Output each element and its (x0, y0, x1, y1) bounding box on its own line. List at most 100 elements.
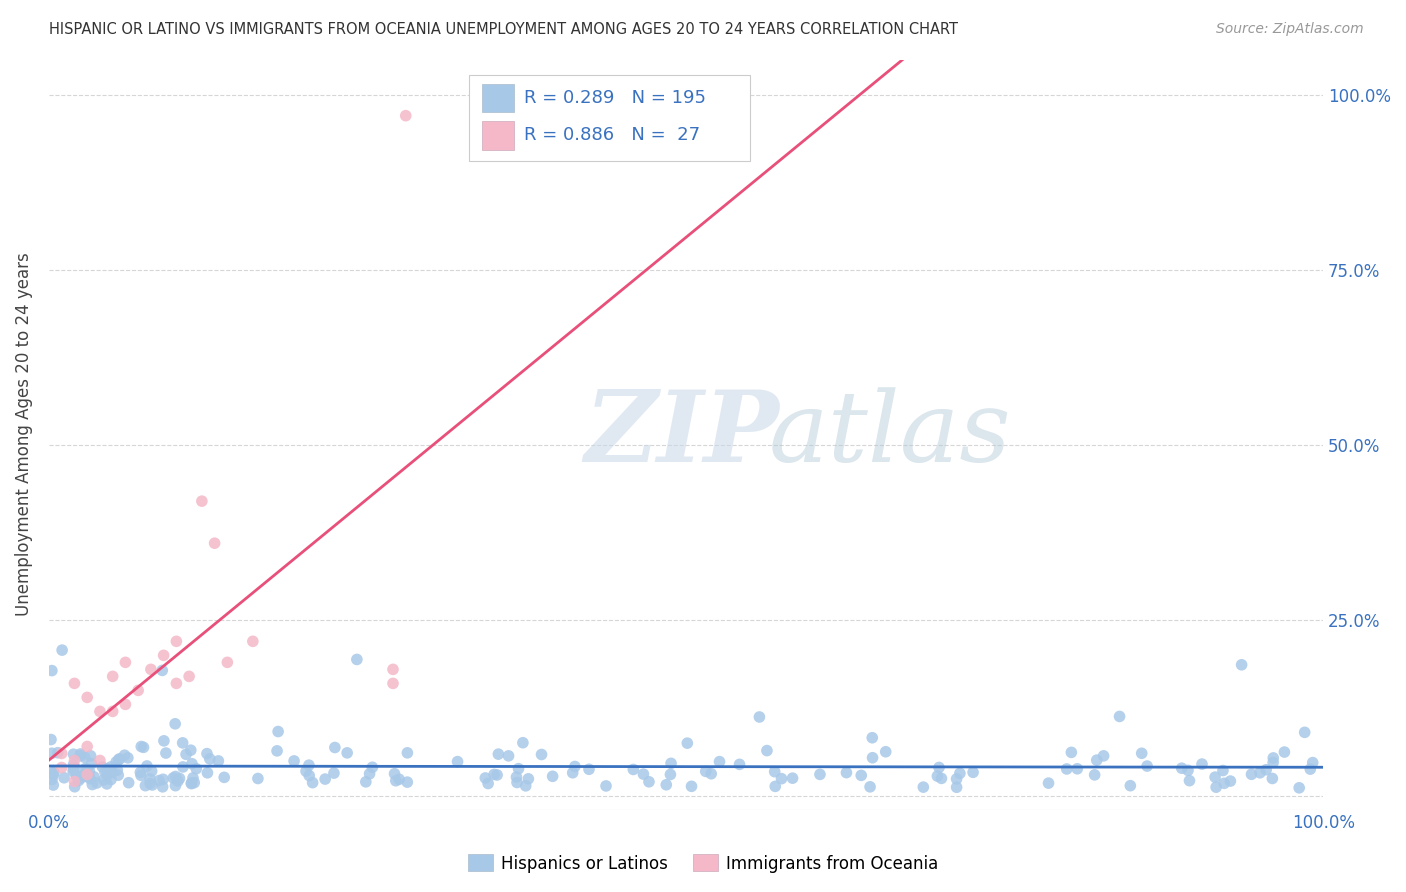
Point (108, 752, 131, 766)
Point (181, 756, 204, 771)
Point (136, 759, 159, 773)
Point (117, 751, 139, 765)
Point (183, 775, 205, 789)
Point (1274, 745, 1296, 759)
Point (62, 758, 84, 772)
Point (129, 765, 152, 780)
Text: R = 0.289   N = 195: R = 0.289 N = 195 (524, 89, 706, 107)
Point (949, 766, 972, 780)
Point (1288, 780, 1310, 795)
Point (266, 744, 288, 758)
Point (100, 772, 122, 787)
Point (180, 743, 202, 757)
Point (396, 775, 419, 789)
Point (763, 764, 786, 779)
Text: Source: ZipAtlas.com: Source: ZipAtlas.com (1216, 22, 1364, 37)
Point (517, 772, 540, 786)
Point (515, 779, 537, 793)
Y-axis label: Unemployment Among Ages 20 to 24 years: Unemployment Among Ages 20 to 24 years (15, 252, 32, 616)
Text: R = 0.886   N =  27: R = 0.886 N = 27 (524, 127, 700, 145)
Point (314, 772, 336, 786)
Point (512, 736, 534, 750)
Point (39, 732, 62, 747)
Point (65, 769, 87, 783)
Point (150, 664, 173, 678)
Bar (482, 84, 515, 112)
Point (709, 755, 731, 769)
Point (862, 750, 884, 764)
Point (1191, 757, 1213, 772)
Point (96, 768, 118, 782)
Point (79, 748, 101, 763)
Point (67, 773, 90, 788)
Point (1092, 748, 1115, 763)
Point (359, 766, 381, 780)
Point (80, 756, 103, 771)
Point (659, 767, 682, 781)
Point (638, 774, 661, 789)
Point (498, 748, 520, 763)
Point (101, 765, 124, 780)
Point (63, 754, 86, 768)
Point (1302, 756, 1324, 770)
Point (283, 754, 305, 768)
Point (1213, 776, 1236, 790)
Point (41, 664, 63, 678)
Point (808, 767, 831, 781)
Point (180, 777, 202, 791)
Point (912, 780, 935, 794)
Point (396, 746, 419, 760)
Point (1085, 753, 1108, 767)
Point (659, 756, 682, 771)
Point (172, 760, 194, 774)
Point (165, 676, 187, 690)
Point (267, 724, 290, 739)
Point (179, 669, 201, 683)
Point (165, 769, 187, 783)
Point (181, 771, 204, 785)
Point (859, 780, 882, 794)
Point (860, 731, 883, 745)
Point (446, 755, 468, 769)
Point (41, 765, 63, 780)
Point (65, 768, 87, 782)
Point (73, 750, 96, 764)
Point (86, 776, 108, 790)
Point (1219, 774, 1241, 789)
Point (62, 762, 84, 776)
Point (323, 766, 346, 780)
Point (89, 754, 111, 768)
Point (346, 652, 368, 666)
Point (246, 772, 269, 786)
Point (76, 769, 98, 783)
Point (129, 739, 152, 754)
Point (51, 643, 73, 657)
Point (212, 770, 235, 784)
Point (681, 780, 703, 794)
Point (633, 767, 655, 781)
Point (354, 775, 377, 789)
Point (1056, 762, 1078, 776)
Point (530, 747, 553, 762)
Point (76, 767, 98, 781)
Point (295, 764, 318, 779)
Point (1204, 770, 1226, 784)
Text: atlas: atlas (769, 387, 1012, 483)
Point (129, 768, 152, 782)
Point (1263, 751, 1285, 765)
Point (962, 765, 984, 780)
Point (301, 775, 323, 789)
Point (1256, 763, 1278, 777)
Point (1240, 767, 1263, 781)
Point (1261, 772, 1284, 786)
Point (945, 780, 967, 795)
Point (477, 776, 499, 790)
Point (69, 771, 91, 785)
Point (395, 109, 418, 123)
Point (486, 768, 509, 782)
Point (1299, 762, 1322, 776)
Point (1249, 765, 1271, 780)
Point (114, 656, 136, 670)
Point (114, 748, 136, 763)
Point (152, 648, 174, 663)
